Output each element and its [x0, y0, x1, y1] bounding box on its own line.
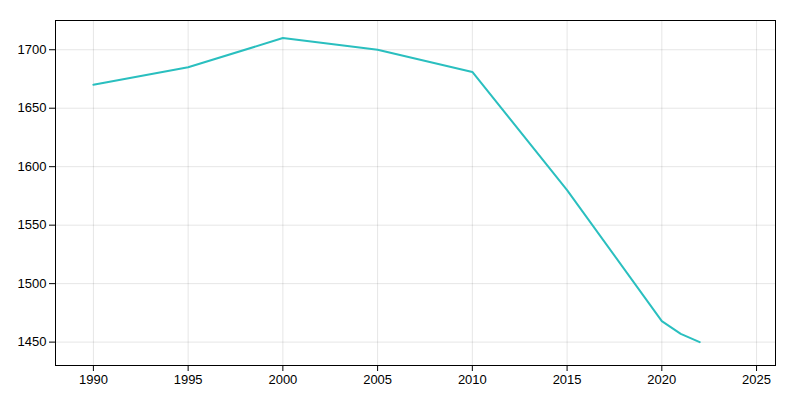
svg-text:1500: 1500 — [18, 276, 47, 291]
svg-text:1550: 1550 — [18, 217, 47, 232]
svg-text:2005: 2005 — [363, 372, 392, 387]
svg-text:1450: 1450 — [18, 334, 47, 349]
svg-text:1700: 1700 — [18, 42, 47, 57]
svg-text:2000: 2000 — [268, 372, 297, 387]
svg-text:1600: 1600 — [18, 159, 47, 174]
svg-text:2010: 2010 — [458, 372, 487, 387]
svg-text:2020: 2020 — [647, 372, 676, 387]
svg-text:2015: 2015 — [553, 372, 582, 387]
svg-text:1990: 1990 — [79, 372, 108, 387]
svg-text:1650: 1650 — [18, 100, 47, 115]
svg-text:1995: 1995 — [174, 372, 203, 387]
svg-text:2025: 2025 — [742, 372, 771, 387]
